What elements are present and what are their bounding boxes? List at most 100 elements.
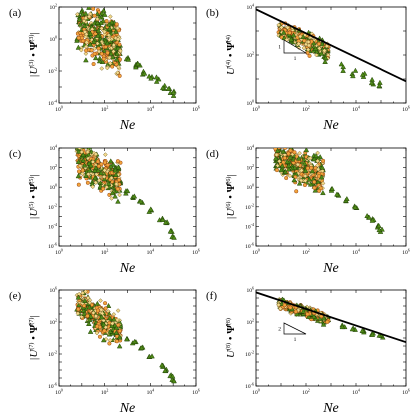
data-point: [96, 49, 102, 54]
data-point: [307, 53, 312, 58]
x-tick-label: 102: [101, 388, 109, 397]
data-point: [296, 155, 302, 161]
data-point: [281, 160, 286, 165]
data-point: [102, 32, 107, 37]
data-point: [297, 34, 303, 39]
data-point: [308, 155, 313, 161]
data-point: [278, 141, 282, 145]
slope-triangle: [283, 322, 307, 335]
data-point: [320, 321, 327, 327]
data-point: [87, 300, 93, 305]
data-point: [80, 157, 87, 163]
data-point: [103, 306, 108, 311]
y-tick-label: 10-4: [245, 222, 254, 231]
data-point: [83, 44, 89, 49]
data-point: [115, 317, 120, 323]
data-point: [274, 148, 281, 153]
data-point: [107, 37, 112, 42]
data-point-tail: [352, 67, 359, 73]
panel-label: (f): [206, 290, 217, 302]
data-point-tail: [171, 234, 177, 240]
data-point: [104, 184, 110, 190]
data-point-tail: [369, 331, 376, 337]
data-point: [115, 186, 120, 191]
data-point-tail: [359, 71, 366, 77]
data-point: [86, 171, 91, 177]
data-point: [279, 163, 286, 169]
data-point: [77, 140, 81, 144]
data-point: [95, 27, 102, 33]
data-point: [317, 315, 323, 321]
data-point: [114, 181, 119, 187]
panel-c: 100 102 104 106 10-6 10-4 10-2 100 102 104 (c) Ne |U…: [9, 140, 200, 277]
data-point: [315, 150, 320, 156]
fit-line: [256, 8, 406, 83]
slope-label-horizontal: 1: [294, 337, 297, 343]
data-point: [107, 341, 112, 346]
data-point: [87, 41, 94, 47]
data-point: [275, 139, 279, 143]
data-point: [86, 14, 92, 19]
data-point: [99, 26, 104, 31]
y-tick-label: 100: [50, 183, 58, 192]
x-tick-label: 102: [101, 248, 109, 257]
data-point: [276, 302, 281, 308]
data-point: [84, 0, 88, 3]
data-point: [101, 176, 108, 182]
data-point: [102, 29, 107, 35]
data-point: [318, 50, 325, 56]
data-point: [106, 315, 113, 321]
data-point: [290, 32, 297, 38]
data-point: [317, 45, 322, 51]
data-point: [286, 166, 292, 172]
data-point: [75, 311, 81, 316]
data-point: [274, 137, 278, 141]
data-point: [82, 148, 89, 149]
data-point: [93, 313, 99, 319]
data-point: [311, 313, 317, 319]
data-point: [303, 178, 308, 184]
data-point: [105, 180, 112, 186]
data-point: [81, 162, 88, 168]
data-point: [96, 177, 102, 183]
data-point: [81, 310, 88, 317]
data-point: [319, 164, 326, 170]
data-point: [77, 281, 81, 285]
data-point: [312, 185, 317, 190]
data-point: [277, 158, 282, 164]
data-point: [306, 176, 313, 182]
x-tick-label: 102: [302, 105, 310, 114]
data-point: [101, 56, 106, 61]
plot-frame: [255, 6, 407, 104]
data-point: [113, 56, 120, 62]
data-point: [117, 192, 122, 198]
data-point: [298, 178, 304, 183]
data-point: [108, 50, 114, 56]
data-point: [99, 66, 105, 71]
data-point: [74, 37, 80, 43]
data-point-tail: [147, 206, 154, 212]
data-point: [83, 290, 88, 294]
data-point: [81, 284, 86, 288]
x-tick-label: 104: [147, 105, 155, 114]
data-point: [109, 321, 115, 326]
data-point: [112, 167, 118, 173]
y-tick-label: 106: [50, 286, 58, 295]
data-point: [86, 7, 92, 10]
x-tick-label: 106: [192, 248, 200, 257]
y-tick-label: 102: [247, 51, 255, 60]
data-point: [309, 168, 316, 174]
panel-label: (d): [206, 148, 219, 160]
data-point-tail: [123, 190, 129, 196]
data-point: [101, 186, 106, 191]
data-point: [296, 41, 302, 47]
data-point: [102, 328, 107, 333]
x-tick-label: 106: [402, 388, 410, 397]
y-tick-label: 10-6: [48, 242, 57, 251]
data-point: [77, 169, 82, 174]
data-point-tail: [162, 219, 169, 225]
data-point: [116, 64, 121, 70]
data-point: [95, 16, 100, 22]
data-point-tail: [141, 70, 148, 76]
data-point-tail: [349, 326, 356, 332]
